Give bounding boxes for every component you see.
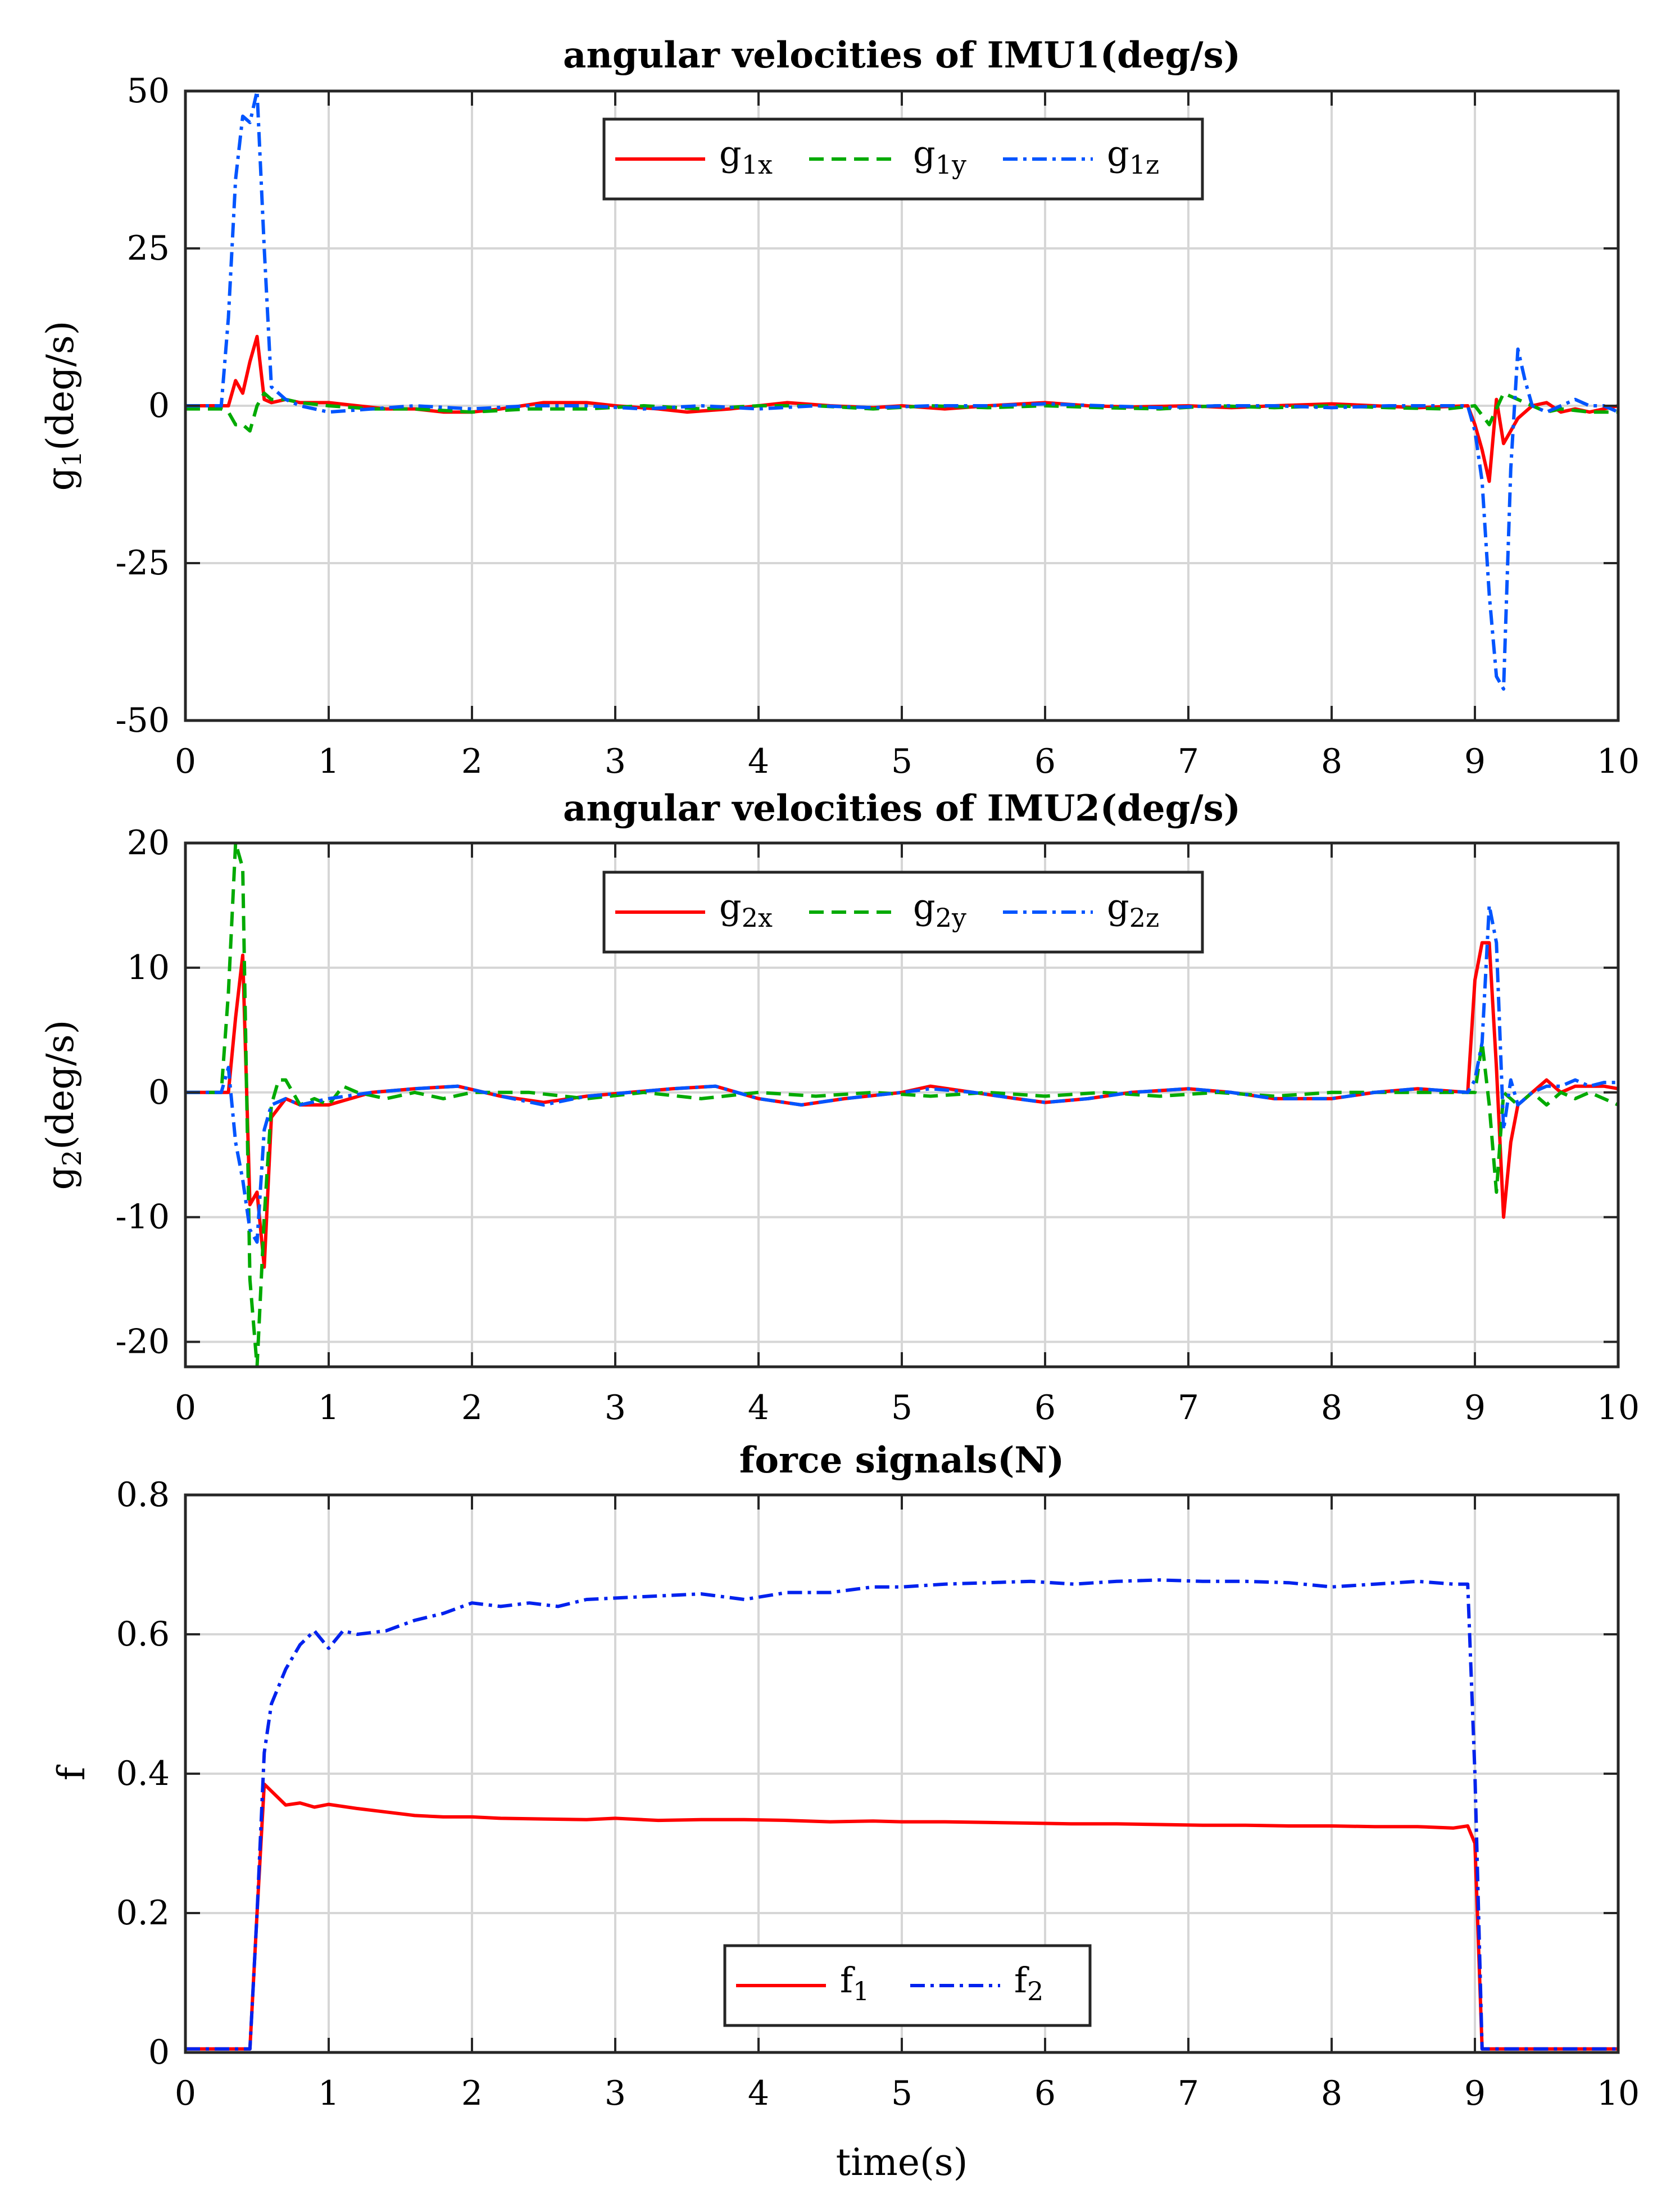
y-tick-label: -50 bbox=[115, 701, 170, 740]
x-tick-label: 2 bbox=[461, 1388, 483, 1427]
x-tick-label: 1 bbox=[318, 1388, 339, 1427]
legend-label-g2x: g2x bbox=[719, 886, 773, 933]
x-tick-label: 0 bbox=[175, 742, 196, 781]
y-tick-label: 0.4 bbox=[116, 1754, 170, 1793]
series-line-f1 bbox=[185, 1782, 1618, 2051]
x-tick-label: 8 bbox=[1321, 1388, 1342, 1427]
series-line-g2x bbox=[185, 941, 1618, 1269]
x-tick-label: 5 bbox=[891, 1388, 912, 1427]
x-tick-label: 6 bbox=[1034, 742, 1056, 781]
legend-label-g2y: g2y bbox=[913, 886, 966, 933]
x-tick-label: 3 bbox=[605, 2074, 626, 2113]
chart-title: angular velocities of IMU2(deg/s) bbox=[563, 787, 1241, 830]
y-tick-label: -10 bbox=[115, 1198, 170, 1237]
panel-force: 0 1 2 3 4 5 6 7 8 9 10 0 0.2 0.4 0.6 0.8 force signals(N… bbox=[50, 1439, 1640, 2184]
series-line-g1z bbox=[185, 91, 1618, 691]
x-tick-label: 9 bbox=[1464, 742, 1486, 781]
legend-box bbox=[602, 871, 1204, 954]
legend-label-f1: f1 bbox=[840, 1960, 869, 2006]
x-tick-label: 4 bbox=[748, 2074, 769, 2113]
y-tick-label: 0.6 bbox=[116, 1615, 170, 1654]
y-tick-label: -25 bbox=[115, 543, 170, 583]
x-tick-label: 2 bbox=[461, 2074, 483, 2113]
y-tick-label: 25 bbox=[127, 229, 170, 268]
x-tick-label: 7 bbox=[1178, 2074, 1199, 2113]
x-tick-label: 10 bbox=[1597, 742, 1640, 781]
x-tick-label: 8 bbox=[1321, 742, 1342, 781]
legend-label-g1x: g1x bbox=[719, 133, 773, 180]
y-axis-label: g2(deg/s) bbox=[39, 1020, 87, 1190]
legend: g2x g2y g2z bbox=[602, 871, 1204, 954]
series-line-g2z bbox=[185, 904, 1618, 1244]
legend-label-g1y: g1y bbox=[913, 133, 966, 180]
x-tick-label: 5 bbox=[891, 742, 912, 781]
series-line-f2 bbox=[185, 1578, 1618, 2051]
series-group bbox=[185, 91, 1618, 691]
x-tick-label: 9 bbox=[1464, 2074, 1486, 2113]
y-tick-label: 50 bbox=[127, 71, 170, 111]
series-line-g2y bbox=[185, 843, 1618, 1367]
x-tick-label: 8 bbox=[1321, 2074, 1342, 2113]
panel-imu1: 0 1 2 3 4 5 6 7 8 9 10 -50 -25 0 25 50 angular velocitie… bbox=[39, 34, 1640, 781]
chart-title: force signals(N) bbox=[739, 1439, 1064, 1481]
x-tick-label: 4 bbox=[748, 1388, 769, 1427]
chart-title: angular velocities of IMU1(deg/s) bbox=[563, 34, 1241, 76]
x-tick-label: 9 bbox=[1464, 1388, 1486, 1427]
x-tick-label: 0 bbox=[175, 1388, 196, 1427]
y-axis-label: f bbox=[50, 1764, 93, 1780]
panel-imu2: 0 1 2 3 4 5 6 7 8 9 10 -20 -10 0 10 20 angular velocitie… bbox=[39, 787, 1640, 1427]
series-group bbox=[185, 843, 1618, 1367]
x-tick-label: 6 bbox=[1034, 2074, 1056, 2113]
y-tick-label: 0.2 bbox=[116, 1893, 170, 1933]
x-tick-label: 10 bbox=[1597, 1388, 1640, 1427]
legend: f1 f2 bbox=[723, 1944, 1092, 2027]
x-tick-label: 3 bbox=[605, 1388, 626, 1427]
x-tick-label: 1 bbox=[318, 2074, 339, 2113]
x-tick-label: 10 bbox=[1597, 2074, 1640, 2113]
legend-label-g2z: g2z bbox=[1107, 886, 1159, 933]
y-tick-label: 0 bbox=[148, 1073, 170, 1112]
y-tick-label: 20 bbox=[127, 823, 170, 863]
x-axis-label: time(s) bbox=[836, 2141, 968, 2184]
x-tick-label: 5 bbox=[891, 2074, 912, 2113]
x-tick-label: 3 bbox=[605, 742, 626, 781]
x-tick-label: 2 bbox=[461, 742, 483, 781]
x-tick-label: 1 bbox=[318, 742, 339, 781]
legend-label-g1z: g1z bbox=[1107, 133, 1159, 180]
legend-label-f2: f2 bbox=[1014, 1960, 1043, 2006]
legend: g1x g1y g1z bbox=[602, 117, 1204, 201]
y-tick-label: 0 bbox=[148, 386, 170, 425]
y-tick-label: 0.8 bbox=[116, 1475, 170, 1515]
x-tick-label: 4 bbox=[748, 742, 769, 781]
series-group bbox=[185, 1578, 1618, 2051]
y-tick-label: 0 bbox=[148, 2033, 170, 2072]
x-tick-label: 0 bbox=[175, 2074, 196, 2113]
y-axis-label: g1(deg/s) bbox=[39, 321, 87, 491]
y-tick-label: -20 bbox=[115, 1322, 170, 1362]
y-tick-label: 10 bbox=[127, 948, 170, 987]
x-tick-label: 7 bbox=[1178, 1388, 1199, 1427]
x-tick-label: 6 bbox=[1034, 1388, 1056, 1427]
x-tick-label: 7 bbox=[1178, 742, 1199, 781]
